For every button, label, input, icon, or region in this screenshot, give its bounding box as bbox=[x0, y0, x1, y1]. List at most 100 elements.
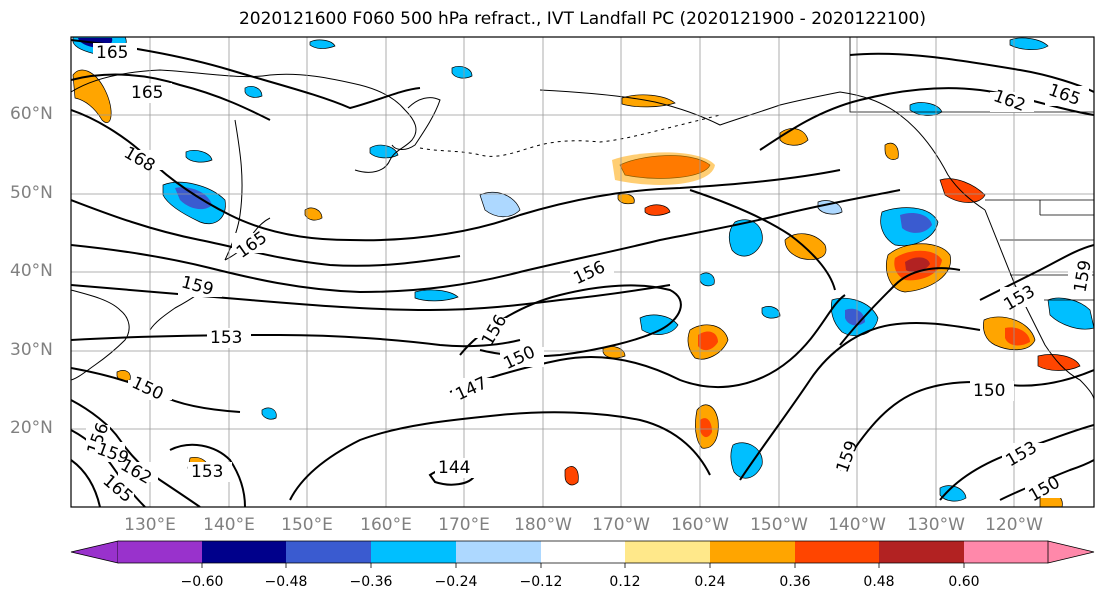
lon-label: 150°W bbox=[750, 515, 808, 535]
north-america-coastline bbox=[984, 209, 1094, 401]
negative-anomaly bbox=[761, 306, 781, 319]
lon-label: 130°W bbox=[907, 515, 965, 535]
negative-anomaly bbox=[639, 314, 679, 335]
contour-label: 165 bbox=[233, 228, 271, 263]
negative-anomaly bbox=[909, 102, 943, 116]
contour-line bbox=[289, 411, 711, 501]
positive-anomaly bbox=[617, 193, 635, 205]
colorbar-swatch bbox=[541, 541, 625, 563]
contour-label: 150 bbox=[973, 381, 1005, 401]
contour-line bbox=[459, 284, 682, 358]
colorbar bbox=[70, 540, 1095, 568]
contour-line bbox=[759, 87, 1094, 151]
positive-anomaly bbox=[700, 418, 712, 438]
negative-anomaly bbox=[939, 485, 967, 502]
contour-line bbox=[739, 321, 981, 481]
colorbar-swatch bbox=[625, 541, 710, 563]
lat-label: 20°N bbox=[10, 418, 53, 438]
negative-anomaly bbox=[261, 407, 277, 420]
colorbar-swatch bbox=[118, 541, 202, 563]
positive-anomaly bbox=[1005, 327, 1030, 346]
lat-label: 60°N bbox=[10, 104, 53, 124]
negative-anomaly bbox=[369, 144, 399, 159]
colorbar-tick-label: 0.36 bbox=[779, 574, 811, 590]
contour-line bbox=[999, 459, 1094, 501]
colorbar-tick-label: −0.36 bbox=[349, 574, 393, 590]
contour-label: 165 bbox=[96, 43, 128, 63]
contour-line bbox=[71, 333, 521, 348]
kamchatka-coastline bbox=[391, 97, 441, 150]
lon-label: 130°E bbox=[124, 515, 176, 535]
contour-label: 159 bbox=[1071, 259, 1096, 294]
negative-anomaly bbox=[451, 66, 473, 79]
contour-line bbox=[71, 459, 101, 507]
map-title: 2020121600 F060 500 hPa refract., IVT La… bbox=[238, 9, 926, 29]
positive-anomaly bbox=[612, 152, 715, 185]
us-canada-border bbox=[985, 199, 1094, 216]
negative-anomaly bbox=[728, 219, 763, 257]
contour-line bbox=[839, 369, 1094, 471]
negative-anomaly bbox=[414, 289, 459, 302]
positive-anomaly bbox=[72, 69, 112, 123]
lon-label: 140°E bbox=[203, 515, 255, 535]
positive-anomaly bbox=[602, 346, 626, 359]
positive-anomaly bbox=[698, 331, 718, 351]
positive-anomaly bbox=[939, 178, 986, 203]
contour-label: 153 bbox=[1003, 438, 1041, 472]
negative-anomaly bbox=[1009, 37, 1049, 50]
alaska-coastline bbox=[539, 89, 986, 211]
negative-anomaly bbox=[309, 39, 336, 49]
negative-anomaly bbox=[175, 187, 212, 210]
colorbar-tick-label: −0.48 bbox=[264, 574, 308, 590]
lon-label: 120°W bbox=[985, 515, 1043, 535]
negative-anomaly bbox=[1047, 297, 1094, 330]
contour-label: 153 bbox=[210, 328, 242, 348]
lon-label: 140°W bbox=[828, 515, 886, 535]
contour-line bbox=[71, 399, 201, 507]
lon-label: 160°E bbox=[360, 515, 412, 535]
contour-line bbox=[849, 52, 1094, 93]
colorbar-swatch bbox=[964, 541, 1048, 563]
lat-label: 40°N bbox=[10, 261, 53, 281]
lon-label: 150°E bbox=[281, 515, 333, 535]
contour-line bbox=[71, 199, 461, 267]
colorbar-tick-label: −0.12 bbox=[519, 574, 563, 590]
lon-label: 180°W bbox=[514, 515, 572, 535]
colorbar-swatch bbox=[286, 541, 371, 563]
negative-anomaly bbox=[244, 86, 263, 98]
contour-line bbox=[71, 39, 421, 110]
lon-label: 160°W bbox=[671, 515, 729, 535]
colorbar-swatch bbox=[879, 541, 964, 563]
contour-line bbox=[71, 73, 271, 121]
china-coastline bbox=[71, 289, 130, 381]
contour-label: 165 bbox=[131, 83, 163, 103]
positive-anomaly bbox=[905, 257, 930, 272]
contour-line bbox=[169, 443, 246, 507]
colorbar-swatch bbox=[371, 541, 456, 563]
contour-line bbox=[979, 244, 1094, 301]
negative-anomaly bbox=[699, 272, 715, 287]
contour-line bbox=[839, 267, 961, 346]
colorbar-extend-low bbox=[70, 540, 119, 564]
colorbar-tick-label: 0.48 bbox=[863, 574, 895, 590]
colorbar-swatch bbox=[710, 541, 795, 563]
colorbar-tick-label: 0.60 bbox=[948, 574, 980, 590]
contour-line bbox=[71, 284, 671, 312]
colorbar-swatch bbox=[202, 541, 286, 563]
contour-label: 144 bbox=[438, 458, 470, 478]
colorbar-tick-label: 0.12 bbox=[609, 574, 641, 590]
positive-anomaly bbox=[644, 204, 671, 216]
contour-line bbox=[71, 189, 901, 294]
aleutian-islands bbox=[419, 114, 721, 157]
colorbar-tick-label: 0.24 bbox=[694, 574, 726, 590]
negative-anomaly bbox=[185, 150, 213, 163]
okhotsk-coastline bbox=[224, 119, 243, 261]
negative-anomaly bbox=[730, 442, 763, 479]
lon-label: 170°W bbox=[592, 515, 650, 535]
positive-anomaly bbox=[564, 466, 579, 486]
colorbar-swatch bbox=[456, 541, 541, 563]
lat-label: 30°N bbox=[10, 340, 53, 360]
positive-anomaly bbox=[304, 207, 323, 221]
map-frame bbox=[70, 36, 1095, 508]
